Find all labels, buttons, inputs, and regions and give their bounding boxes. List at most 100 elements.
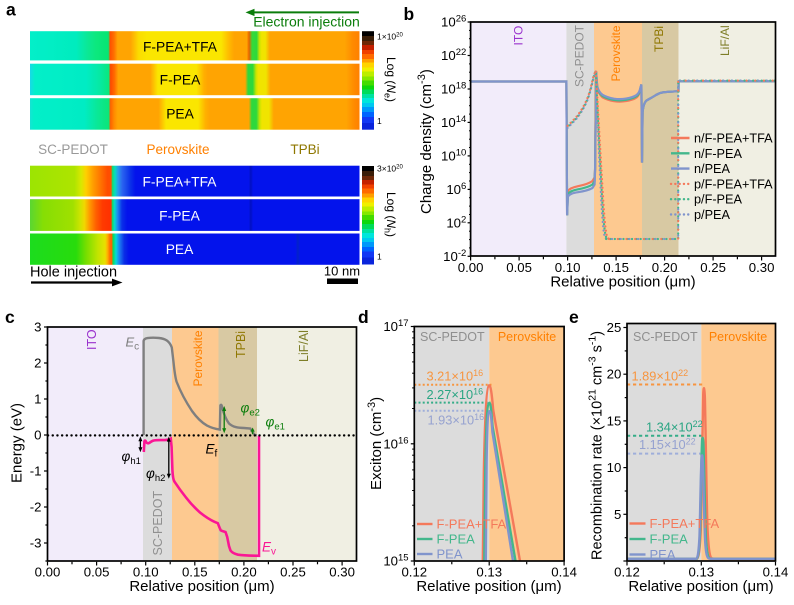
svg-text:1010: 1010 [441,147,466,163]
svg-text:1026: 1026 [441,14,466,30]
svg-text:Relative position (μm): Relative position (μm) [416,578,561,595]
svg-text:25: 25 [607,320,622,335]
svg-text:-1: -1 [30,464,42,479]
svg-text:0.13: 0.13 [476,565,502,580]
svg-text:3×1020: 3×1020 [377,164,403,174]
svg-text:Perovskite: Perovskite [498,330,556,344]
svg-text:TPBi: TPBi [290,142,319,157]
svg-text:0.25: 0.25 [280,565,306,580]
svg-text:1×1020: 1×1020 [377,32,403,42]
svg-text:2.27×1016: 2.27×1016 [427,387,484,403]
svg-text:LiF/Al: LiF/Al [718,25,732,56]
svg-text:Electron injection: Electron injection [253,14,360,30]
svg-text:F-PEA+TFA: F-PEA+TFA [437,516,507,531]
svg-text:0.15: 0.15 [603,260,629,275]
svg-text:PEA: PEA [437,546,463,561]
svg-text:Perovskite: Perovskite [709,330,767,344]
svg-text:Perovskite: Perovskite [609,25,623,81]
svg-text:PEA: PEA [166,107,194,122]
svg-text:0.14: 0.14 [763,565,789,580]
svg-text:1016: 1016 [383,435,408,451]
svg-text:F-PEA+TFA: F-PEA+TFA [143,175,218,190]
svg-text:SC-PEDOT: SC-PEDOT [151,491,165,556]
svg-text:Recombination rate (×1021 cm-3: Recombination rate (×1021 cm-3 s-1) [587,331,606,560]
svg-text:0.25: 0.25 [700,260,726,275]
svg-text:d: d [358,307,369,327]
svg-text:F-PEA+TFA: F-PEA+TFA [650,516,720,531]
svg-text:Relative position (μm): Relative position (μm) [129,578,274,595]
svg-text:0.13: 0.13 [688,565,714,580]
svg-text:2: 2 [34,356,41,371]
svg-text:SC-PEDOT: SC-PEDOT [573,24,587,87]
svg-text:1: 1 [377,116,382,126]
svg-text:20: 20 [607,367,622,382]
svg-text:0.20: 0.20 [652,260,678,275]
svg-text:F-PEA: F-PEA [159,209,200,224]
svg-text:F-PEA: F-PEA [437,531,476,546]
svg-text:3: 3 [34,320,41,335]
svg-text:Ef: Ef [206,442,218,460]
svg-text:0.14: 0.14 [551,565,577,580]
svg-text:10 nm: 10 nm [324,264,360,279]
svg-text:p/F-PEA+TFA: p/F-PEA+TFA [694,177,773,191]
svg-text:c: c [5,307,15,327]
svg-text:1.15×1022: 1.15×1022 [639,437,696,453]
svg-text:Exciton (cm-3): Exciton (cm-3) [366,397,385,490]
svg-text:1018: 1018 [441,81,466,97]
svg-text:F-PEA+TFA: F-PEA+TFA [143,40,218,55]
svg-text:Perovskite: Perovskite [146,142,209,157]
svg-text:PEA: PEA [650,547,676,562]
svg-text:15: 15 [607,413,622,428]
svg-text:F-PEA: F-PEA [160,73,201,88]
svg-text:LiF/Al: LiF/Al [297,330,311,362]
svg-text:1: 1 [34,392,41,407]
svg-text:TPBi: TPBi [652,26,666,52]
svg-text:5: 5 [614,507,621,522]
svg-text:1017: 1017 [383,318,408,334]
svg-text:0.05: 0.05 [84,565,110,580]
svg-text:1.89×1022: 1.89×1022 [632,368,689,384]
svg-text:1.34×1022: 1.34×1022 [646,419,703,435]
svg-text:Relative position (μm): Relative position (μm) [550,274,695,291]
svg-text:p/F-PEA: p/F-PEA [694,193,742,207]
svg-text:φe1: φe1 [266,415,285,433]
svg-text:1022: 1022 [441,47,466,63]
svg-text:Perovskite: Perovskite [191,330,205,386]
svg-text:0: 0 [34,428,41,443]
svg-text:n/F-PEA+TFA: n/F-PEA+TFA [694,132,773,146]
svg-text:Hole injection: Hole injection [30,265,117,281]
svg-text:a: a [6,0,16,19]
svg-text:0.30: 0.30 [749,260,775,275]
svg-text:b: b [404,4,415,24]
svg-text:102: 102 [446,214,466,230]
svg-text:0.12: 0.12 [614,565,640,580]
svg-text:ITO: ITO [512,26,526,46]
svg-text:106: 106 [446,181,466,197]
svg-text:0.10: 0.10 [555,260,581,275]
svg-text:TPBi: TPBi [234,331,248,358]
svg-text:p/PEA: p/PEA [694,208,731,222]
svg-text:0.05: 0.05 [506,260,532,275]
svg-text:e: e [569,307,579,327]
svg-text:φe2: φe2 [241,401,260,419]
svg-text:n/PEA: n/PEA [694,162,731,176]
svg-text:0.00: 0.00 [35,565,61,580]
svg-text:0.30: 0.30 [329,565,355,580]
svg-text:Relative position (μm): Relative position (μm) [628,578,773,595]
svg-text:10: 10 [607,460,622,475]
svg-text:F-PEA: F-PEA [650,532,689,547]
svg-text:Charge density (cm-3): Charge density (cm-3) [416,69,435,214]
svg-text:0.15: 0.15 [182,565,208,580]
svg-text:SC-PEDOT: SC-PEDOT [38,142,108,157]
svg-text:0.10: 0.10 [133,565,159,580]
svg-text:Log (Nh): Log (Nh) [383,192,399,237]
svg-text:-3: -3 [30,536,42,551]
svg-text:φh1: φh1 [122,449,141,467]
svg-text:0.12: 0.12 [401,565,427,580]
svg-text:1.93×1016: 1.93×1016 [428,412,485,428]
svg-text:SC-PEDOT: SC-PEDOT [420,330,485,344]
svg-text:1: 1 [377,252,382,262]
svg-text:n/F-PEA: n/F-PEA [694,147,742,161]
svg-text:PEA: PEA [166,242,194,257]
svg-text:Energy (eV): Energy (eV) [9,403,26,483]
